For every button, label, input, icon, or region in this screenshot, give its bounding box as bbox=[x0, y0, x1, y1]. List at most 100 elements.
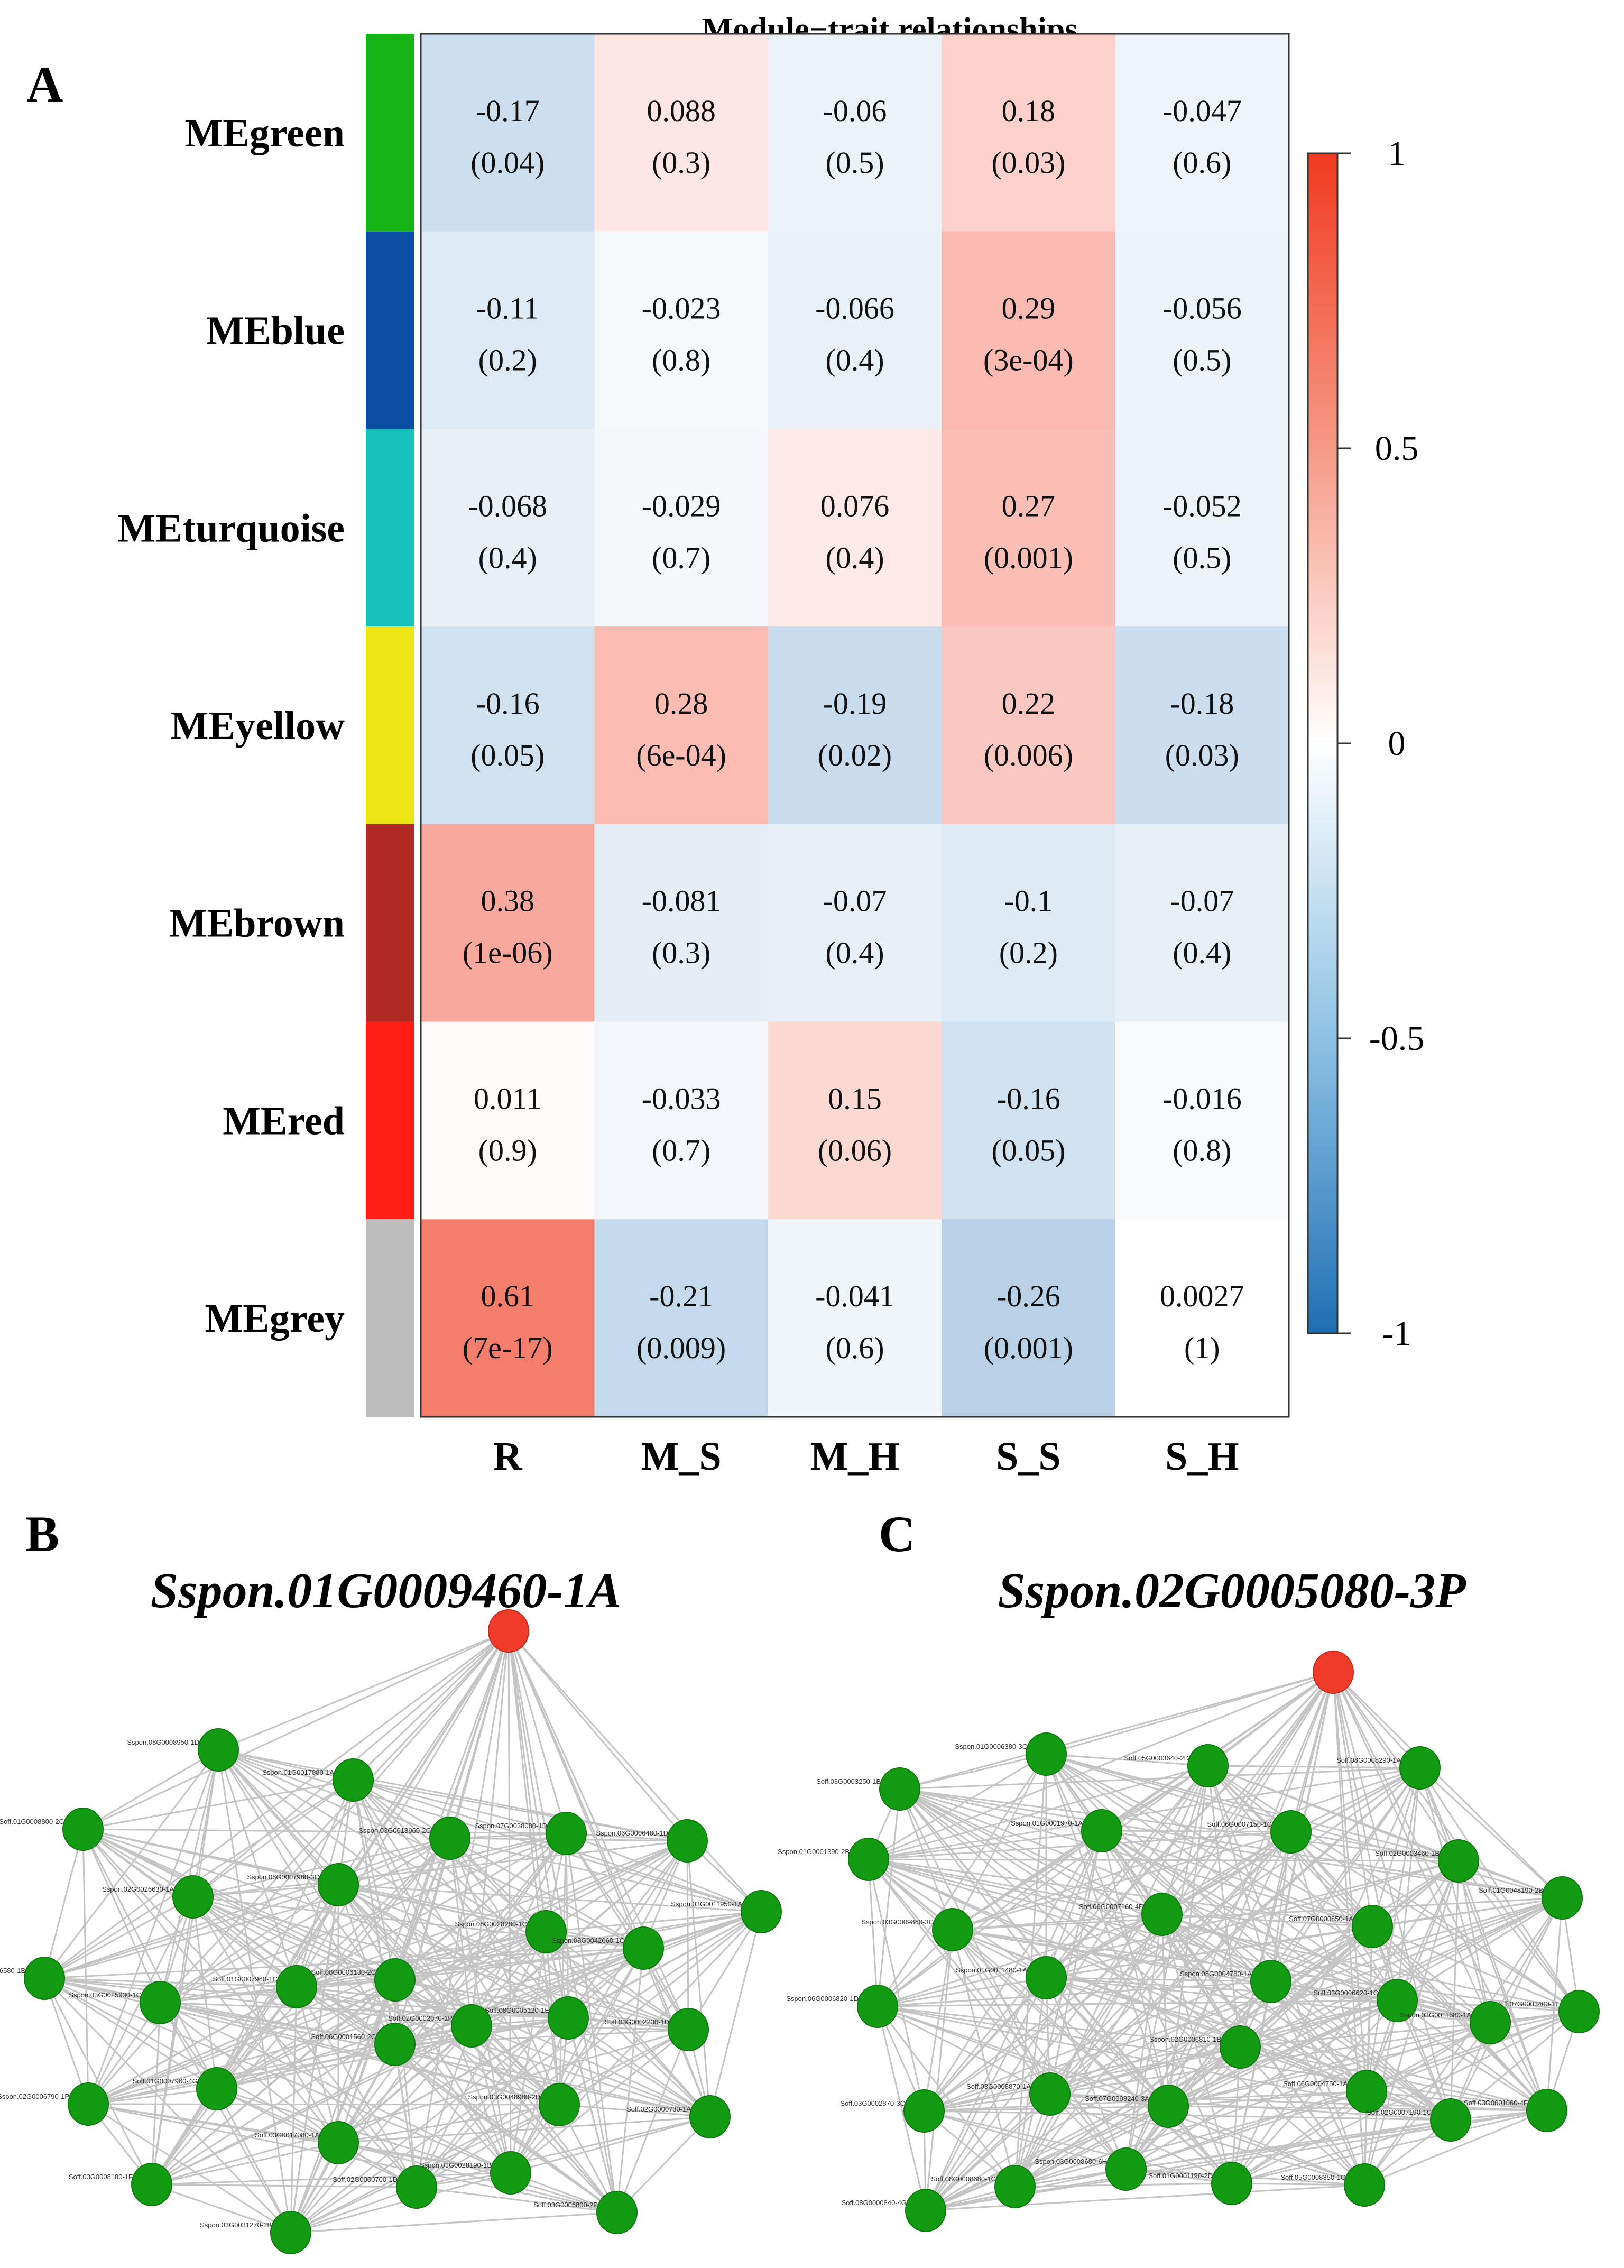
network-edge bbox=[416, 2025, 473, 2188]
network-edge bbox=[876, 1754, 1047, 2007]
network-c-title: Sspon.02G0005080-3P bbox=[998, 1563, 1466, 1618]
cell-pvalue: (1e-06) bbox=[463, 936, 553, 970]
network-edge bbox=[1231, 2182, 1365, 2186]
gene-node-label: Sspon.01G0006380-3C bbox=[955, 1743, 1027, 1750]
network-edge bbox=[510, 2116, 710, 2174]
gene-node-label: Soff.03G0008180-1F bbox=[69, 2173, 133, 2181]
cell-pvalue: (0.06) bbox=[818, 1133, 892, 1167]
cell-pvalue: (0.05) bbox=[470, 738, 545, 772]
network-edge bbox=[394, 2043, 710, 2118]
gene-node-label: Sspon.03G0011950-1A bbox=[671, 1900, 742, 1908]
network-edge bbox=[1161, 1913, 1367, 2092]
network-edge bbox=[1371, 1925, 1548, 2112]
panel-b: B Sspon.01G0009460-1A Sspon.08G0008950-1… bbox=[0, 1506, 782, 2254]
network-edge bbox=[296, 1986, 617, 2214]
network-edge bbox=[868, 1830, 1102, 1860]
panel-letter-c: C bbox=[879, 1506, 915, 1562]
network-edge bbox=[352, 1780, 512, 2173]
network-edge bbox=[1372, 1925, 1580, 2013]
network-edge bbox=[510, 1931, 547, 2173]
network-edge bbox=[923, 1977, 1047, 2112]
network-edge bbox=[899, 1788, 1373, 1928]
gene-node-label: Soff.03G0001060-4F bbox=[1464, 2099, 1528, 2107]
cell-correlation: 0.088 bbox=[647, 94, 716, 128]
network-edge bbox=[1161, 1914, 1169, 2107]
network-edge bbox=[337, 1979, 396, 2143]
network-edge bbox=[82, 1630, 509, 1830]
column-label: M_S bbox=[641, 1434, 722, 1479]
heatmap-cell-rect bbox=[768, 824, 942, 1022]
network-edge bbox=[924, 2090, 1367, 2112]
network-edge bbox=[296, 1837, 451, 1988]
network-edge bbox=[876, 2006, 1016, 2187]
network-edge bbox=[416, 2116, 710, 2188]
network-edge bbox=[449, 1837, 762, 1913]
panel-letter-b: B bbox=[25, 1506, 59, 1562]
heatmap-cell: -0.19 (0.02) bbox=[768, 626, 942, 825]
heatmap-cell-rect bbox=[942, 1021, 1116, 1220]
heatmap-cell-rect bbox=[421, 824, 595, 1022]
network-edge bbox=[1207, 1765, 1398, 2001]
network-edge bbox=[952, 1831, 1291, 1931]
gene-node-label: Soff.08G0008290-1A bbox=[1336, 1756, 1401, 1764]
heatmap-cell-rect bbox=[594, 231, 769, 429]
network-edge bbox=[1161, 1913, 1451, 2121]
heatmap-cell-rect bbox=[421, 1021, 595, 1220]
cell-correlation: -0.07 bbox=[823, 884, 887, 918]
network-edge bbox=[416, 2104, 560, 2188]
gene-node-label: Soff.03G0002870-3C bbox=[840, 2099, 905, 2107]
cell-pvalue: (0.8) bbox=[1173, 1133, 1231, 1167]
gene-node-label: Soff.02G0000730-1A bbox=[626, 2105, 691, 2113]
network-edge bbox=[82, 1828, 418, 2188]
gene-node bbox=[172, 1875, 214, 1919]
heatmap-cell: -0.016 (0.8) bbox=[1115, 1021, 1289, 1220]
network-edge bbox=[1419, 1767, 1563, 1899]
colorbar-ticks: 1 0.5 0 -0.5 -1 bbox=[1337, 134, 1424, 1353]
gene-node bbox=[879, 1767, 920, 1811]
network-edge bbox=[218, 1749, 762, 1913]
heatmap-cell-rect bbox=[768, 429, 942, 627]
network-edge bbox=[1270, 1831, 1292, 1982]
network-edge bbox=[43, 1978, 153, 2185]
network-edge bbox=[151, 2142, 339, 2186]
network-edge bbox=[353, 1779, 567, 1834]
cell-correlation: -0.1 bbox=[1004, 884, 1053, 918]
network-edge bbox=[876, 2006, 927, 2211]
network-edge bbox=[44, 1884, 339, 1979]
network-edge bbox=[877, 2005, 1050, 2095]
gene-node-label: Soff.08G0006130-2C bbox=[311, 1968, 376, 1976]
network-edge bbox=[925, 2046, 1241, 2211]
network-edge bbox=[899, 1671, 1334, 1790]
heatmap-border bbox=[420, 33, 1290, 1418]
column-labels: R M_S M_H S_S S_H bbox=[493, 1434, 1239, 1479]
network-edge bbox=[44, 1630, 509, 1979]
network-edge bbox=[43, 1977, 292, 2234]
cell-pvalue: (0.8) bbox=[652, 343, 710, 377]
colorbar-tick-label: 0.5 bbox=[1375, 429, 1419, 468]
gene-node bbox=[490, 2151, 531, 2195]
gene-node bbox=[905, 2189, 946, 2232]
network-edge bbox=[449, 1838, 512, 2173]
cell-pvalue: (0.2) bbox=[478, 343, 537, 377]
gene-node bbox=[1081, 1809, 1122, 1852]
cell-correlation: -0.041 bbox=[815, 1279, 894, 1313]
network-edge bbox=[899, 1767, 1420, 1790]
network-edge bbox=[924, 2110, 1451, 2121]
cell-correlation: -0.023 bbox=[642, 291, 721, 326]
heatmap-cell: -0.18 (0.03) bbox=[1115, 626, 1289, 825]
network-edge bbox=[394, 2043, 560, 2106]
heatmap-cell-rect bbox=[594, 824, 769, 1022]
network-edge bbox=[1240, 2022, 1491, 2048]
network-edge bbox=[1046, 1753, 1208, 1767]
network-edge bbox=[868, 1859, 879, 2007]
gene-node bbox=[1526, 2089, 1567, 2132]
heatmap-cell: -0.047 (0.6) bbox=[1115, 34, 1289, 232]
cell-pvalue: (0.5) bbox=[1173, 343, 1231, 377]
network-edge bbox=[687, 1911, 762, 2030]
column-label: R bbox=[493, 1434, 523, 1479]
gene-node bbox=[396, 2165, 437, 2209]
network-edge bbox=[88, 1931, 547, 2105]
heatmap-cell-rect bbox=[594, 34, 769, 232]
heatmap-cell: 0.076 (0.4) bbox=[768, 429, 942, 627]
cell-pvalue: (0.2) bbox=[999, 936, 1058, 970]
